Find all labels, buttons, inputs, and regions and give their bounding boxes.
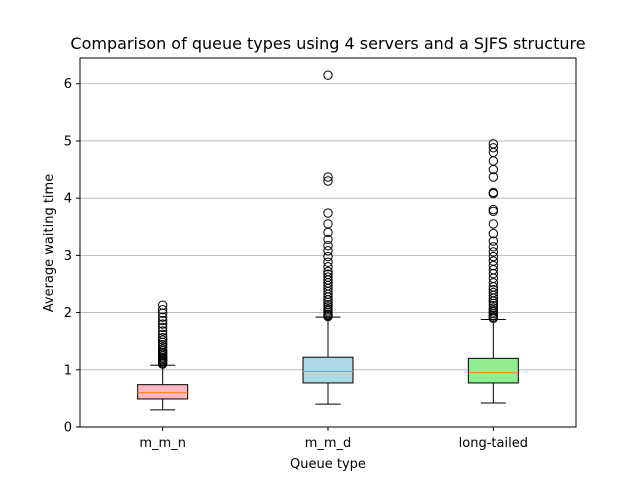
outlier-point (157, 344, 168, 354)
outlier-point (488, 251, 499, 262)
y-tick-label: 5 (64, 134, 72, 149)
outlier-point (488, 247, 499, 257)
outlier-point (323, 272, 333, 282)
outlier-point (488, 156, 499, 166)
outlier-point (488, 139, 499, 149)
outlier-point (488, 301, 499, 311)
outlier-point (323, 240, 333, 251)
outlier-point (323, 269, 333, 279)
outlier-point (157, 322, 168, 333)
chart-title: Comparison of queue types using 4 server… (70, 34, 585, 53)
outlier-point (323, 219, 333, 229)
outlier-point (157, 333, 168, 343)
outlier-point (488, 284, 499, 295)
outlier-point (488, 303, 499, 313)
outlier-point (488, 187, 499, 198)
box-m_m_d (302, 70, 354, 405)
outlier-point (323, 251, 333, 262)
outlier-point (323, 262, 333, 272)
box-body (302, 356, 354, 384)
y-axis: 0 1 2 3 4 5 6 (64, 77, 80, 436)
outlier-point (488, 228, 499, 239)
x-tick-label: long-tailed (459, 436, 528, 451)
outlier-point (157, 312, 168, 322)
outlier-point (323, 257, 333, 267)
y-tick-label: 2 (64, 306, 72, 321)
outlier-point (157, 339, 168, 350)
outlier-point (488, 260, 499, 271)
y-axis-label: Average waiting time (42, 174, 57, 312)
outlier-point (157, 319, 168, 329)
outlier-point (323, 246, 333, 256)
y-tick-label: 3 (64, 249, 72, 264)
outlier-point (323, 304, 333, 314)
outlier-point (488, 172, 499, 182)
outlier-point (323, 266, 333, 277)
y-tick-label: 1 (64, 363, 72, 378)
outlier-point (323, 302, 333, 312)
outlier-point (157, 335, 168, 345)
outlier-point (488, 236, 499, 246)
outlier-point (157, 342, 168, 352)
outlier-point (323, 172, 333, 182)
outlier-point (157, 305, 168, 315)
outlier-point (157, 300, 168, 310)
outlier-point (157, 315, 168, 326)
box-group (137, 70, 519, 411)
y-tick-label: 0 (64, 421, 72, 436)
outlier-point (323, 299, 333, 310)
x-tick-label: m_m_n (139, 436, 186, 451)
outlier-point (488, 242, 499, 252)
x-axis: m_m_n m_m_d long-tailed (139, 427, 528, 451)
outlier-point (488, 204, 499, 215)
outlier-point (323, 208, 333, 218)
box-m_m_n (137, 300, 189, 411)
x-axis-label: Queue type (290, 457, 366, 472)
outlier-point (488, 143, 499, 153)
box-body (467, 357, 519, 384)
outlier-point (488, 219, 499, 229)
outlier-point (488, 305, 499, 315)
outlier-point (323, 176, 333, 186)
outlier-point (488, 278, 499, 288)
outlier-point (157, 329, 168, 340)
outlier-point (323, 70, 333, 80)
outlier-point (323, 234, 333, 245)
outlier-point (157, 326, 168, 336)
box-body (137, 384, 189, 400)
x-tick-label: m_m_d (305, 436, 352, 451)
box-long-tailed (467, 139, 519, 404)
outlier-point (488, 287, 499, 298)
outlier-point (488, 256, 499, 266)
y-tick-label: 4 (64, 192, 72, 207)
y-tick-label: 6 (64, 77, 72, 92)
